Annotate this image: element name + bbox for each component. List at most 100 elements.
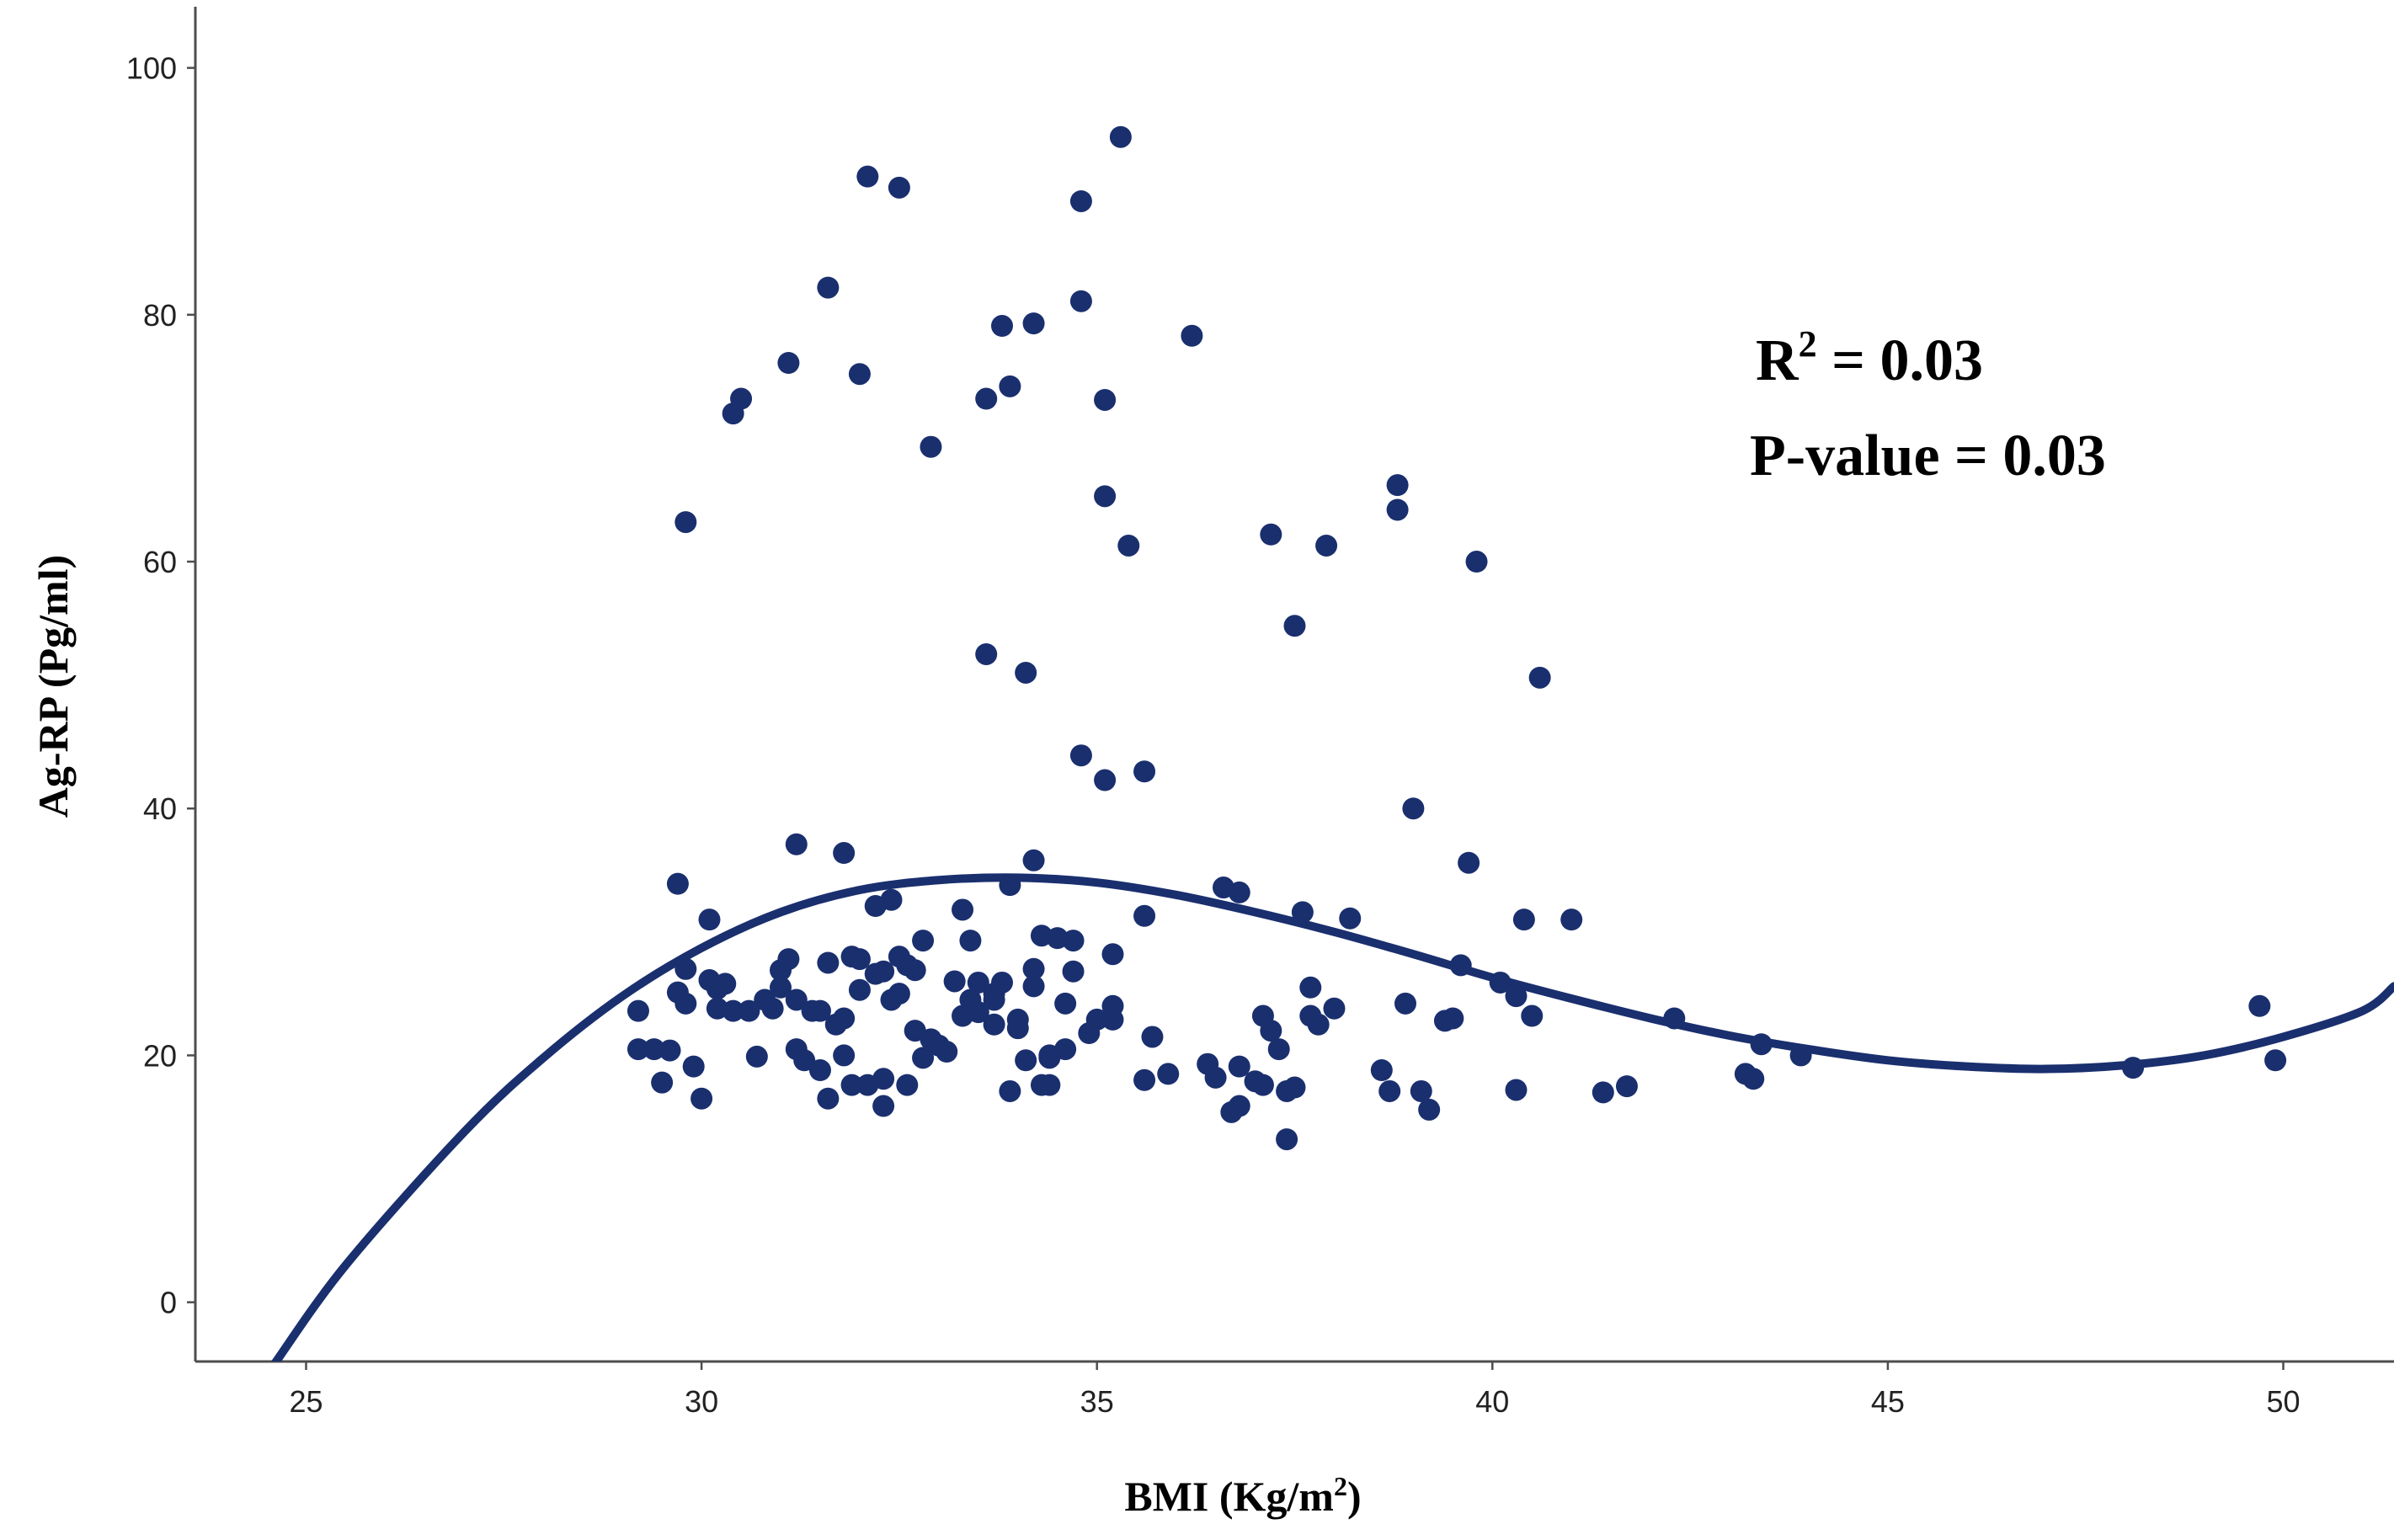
- data-point: [690, 1087, 713, 1110]
- data-point: [1750, 1033, 1773, 1056]
- y-tick-label: 100: [126, 51, 177, 86]
- data-point: [808, 1059, 831, 1082]
- data-point: [999, 874, 1021, 897]
- data-point: [1307, 1013, 1330, 1036]
- data-point: [833, 842, 856, 865]
- data-point: [2122, 1057, 2145, 1079]
- data-point: [983, 988, 1005, 1011]
- data-point: [817, 276, 840, 299]
- data-point: [1054, 992, 1077, 1015]
- x-tick-label: 35: [1080, 1384, 1114, 1419]
- data-point: [999, 1079, 1021, 1102]
- data-point: [1133, 1068, 1156, 1091]
- data-point: [682, 1055, 705, 1078]
- r-squared-annotation: R2 = 0.03: [1756, 323, 1983, 393]
- data-point: [1006, 1008, 1029, 1031]
- x-ticks: 25 30 35 40 45 50: [289, 1361, 2301, 1419]
- data-point: [2264, 1049, 2287, 1072]
- data-point: [904, 959, 926, 982]
- y-tick-label: 20: [143, 1038, 177, 1073]
- data-point: [1022, 975, 1045, 998]
- data-point: [785, 833, 808, 855]
- data-point: [990, 971, 1013, 994]
- data-point: [666, 872, 689, 895]
- data-point: [1204, 1066, 1227, 1089]
- data-point: [738, 999, 760, 1022]
- data-point: [1015, 1049, 1037, 1072]
- data-point: [872, 1095, 895, 1117]
- data-point: [777, 352, 800, 375]
- data-point: [872, 960, 895, 983]
- data-point: [1181, 324, 1203, 347]
- data-point: [626, 1038, 649, 1061]
- y-tick-label: 40: [143, 791, 177, 826]
- data-point: [936, 1041, 958, 1063]
- y-axis-title: Ag-RP (Pg/ml): [29, 555, 77, 818]
- data-point: [1109, 125, 1132, 148]
- data-point: [1085, 1008, 1108, 1031]
- data-point: [1228, 1095, 1250, 1117]
- r-squared-superscript: 2: [1799, 323, 1817, 365]
- data-point: [808, 999, 831, 1022]
- y-ticks: 0 20 40 60 80 100: [126, 51, 195, 1320]
- data-point: [1789, 1044, 1812, 1067]
- data-point: [967, 1001, 989, 1024]
- data-point: [1228, 1055, 1250, 1078]
- r-squared-label: R: [1756, 328, 1799, 393]
- data-point: [1228, 881, 1250, 903]
- data-point: [761, 997, 784, 1020]
- data-point: [745, 1045, 768, 1068]
- x-axis-title: BMI (Kg/m2): [1124, 1471, 1361, 1520]
- data-point: [1315, 534, 1338, 557]
- data-point: [840, 1074, 863, 1096]
- data-point: [1022, 849, 1045, 871]
- data-point: [674, 992, 697, 1015]
- x-axis-title-end: ): [1347, 1473, 1362, 1520]
- data-point: [1276, 1128, 1298, 1151]
- data-point: [848, 948, 871, 971]
- data-point: [872, 1068, 895, 1090]
- data-point: [1291, 901, 1314, 924]
- data-point: [1117, 534, 1140, 557]
- data-point: [1465, 551, 1488, 573]
- data-point: [1022, 957, 1045, 980]
- data-point: [1449, 954, 1472, 977]
- data-points: [626, 125, 2287, 1151]
- x-tick-label: 50: [2266, 1384, 2300, 1419]
- data-point: [1742, 1068, 1765, 1090]
- data-point: [1133, 904, 1156, 927]
- data-point: [1133, 760, 1156, 783]
- data-point: [1101, 1008, 1124, 1031]
- data-point: [1370, 1059, 1393, 1082]
- data-point: [833, 1044, 856, 1067]
- data-point: [785, 988, 808, 1011]
- y-tick-label: 60: [143, 545, 177, 579]
- data-point: [674, 511, 697, 534]
- data-point: [1663, 1007, 1686, 1030]
- data-point: [1528, 666, 1551, 689]
- data-point: [1141, 1026, 1164, 1048]
- data-point: [952, 898, 974, 921]
- data-point: [943, 970, 966, 993]
- data-point: [777, 948, 800, 971]
- data-point: [1094, 769, 1117, 791]
- x-tick-label: 30: [685, 1384, 718, 1419]
- data-point: [848, 363, 871, 386]
- data-point: [793, 1049, 816, 1072]
- x-tick-label: 40: [1475, 1384, 1509, 1419]
- data-point: [1094, 485, 1117, 508]
- data-point: [959, 930, 982, 952]
- data-point: [1062, 960, 1085, 983]
- data-point: [967, 971, 989, 994]
- data-point: [1505, 985, 1528, 1008]
- data-point: [880, 888, 903, 911]
- y-tick-label: 0: [160, 1286, 177, 1320]
- data-point: [1386, 474, 1409, 497]
- data-point: [1069, 189, 1092, 212]
- data-point: [1267, 1038, 1290, 1061]
- data-point: [1512, 909, 1535, 931]
- data-point: [888, 176, 910, 199]
- data-point: [1101, 943, 1124, 966]
- data-point: [975, 387, 998, 410]
